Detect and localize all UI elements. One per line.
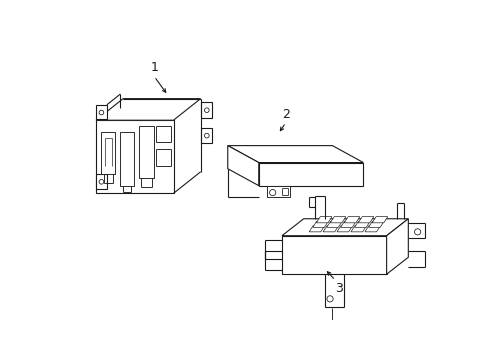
Polygon shape: [200, 103, 212, 118]
Polygon shape: [101, 132, 115, 174]
Polygon shape: [282, 219, 407, 236]
Polygon shape: [308, 226, 324, 232]
Text: 2: 2: [282, 108, 289, 121]
Polygon shape: [364, 226, 380, 232]
Polygon shape: [227, 145, 363, 163]
Polygon shape: [354, 221, 369, 227]
Polygon shape: [227, 145, 258, 186]
Polygon shape: [340, 221, 355, 227]
Polygon shape: [96, 120, 173, 193]
Polygon shape: [316, 217, 331, 223]
Polygon shape: [323, 226, 338, 232]
Polygon shape: [336, 226, 352, 232]
Polygon shape: [326, 221, 342, 227]
Polygon shape: [258, 163, 363, 186]
Polygon shape: [282, 236, 386, 274]
Polygon shape: [344, 217, 359, 223]
Polygon shape: [312, 221, 327, 227]
Polygon shape: [350, 226, 366, 232]
Polygon shape: [329, 217, 345, 223]
Polygon shape: [358, 217, 373, 223]
Polygon shape: [368, 221, 384, 227]
Text: 3: 3: [334, 282, 342, 294]
Polygon shape: [138, 126, 154, 178]
Polygon shape: [96, 174, 107, 189]
Polygon shape: [386, 219, 407, 274]
Text: 1: 1: [150, 61, 158, 74]
Polygon shape: [266, 186, 289, 197]
Polygon shape: [96, 105, 107, 119]
Polygon shape: [96, 99, 200, 120]
Polygon shape: [200, 128, 212, 143]
Polygon shape: [120, 132, 134, 186]
Polygon shape: [371, 217, 387, 223]
